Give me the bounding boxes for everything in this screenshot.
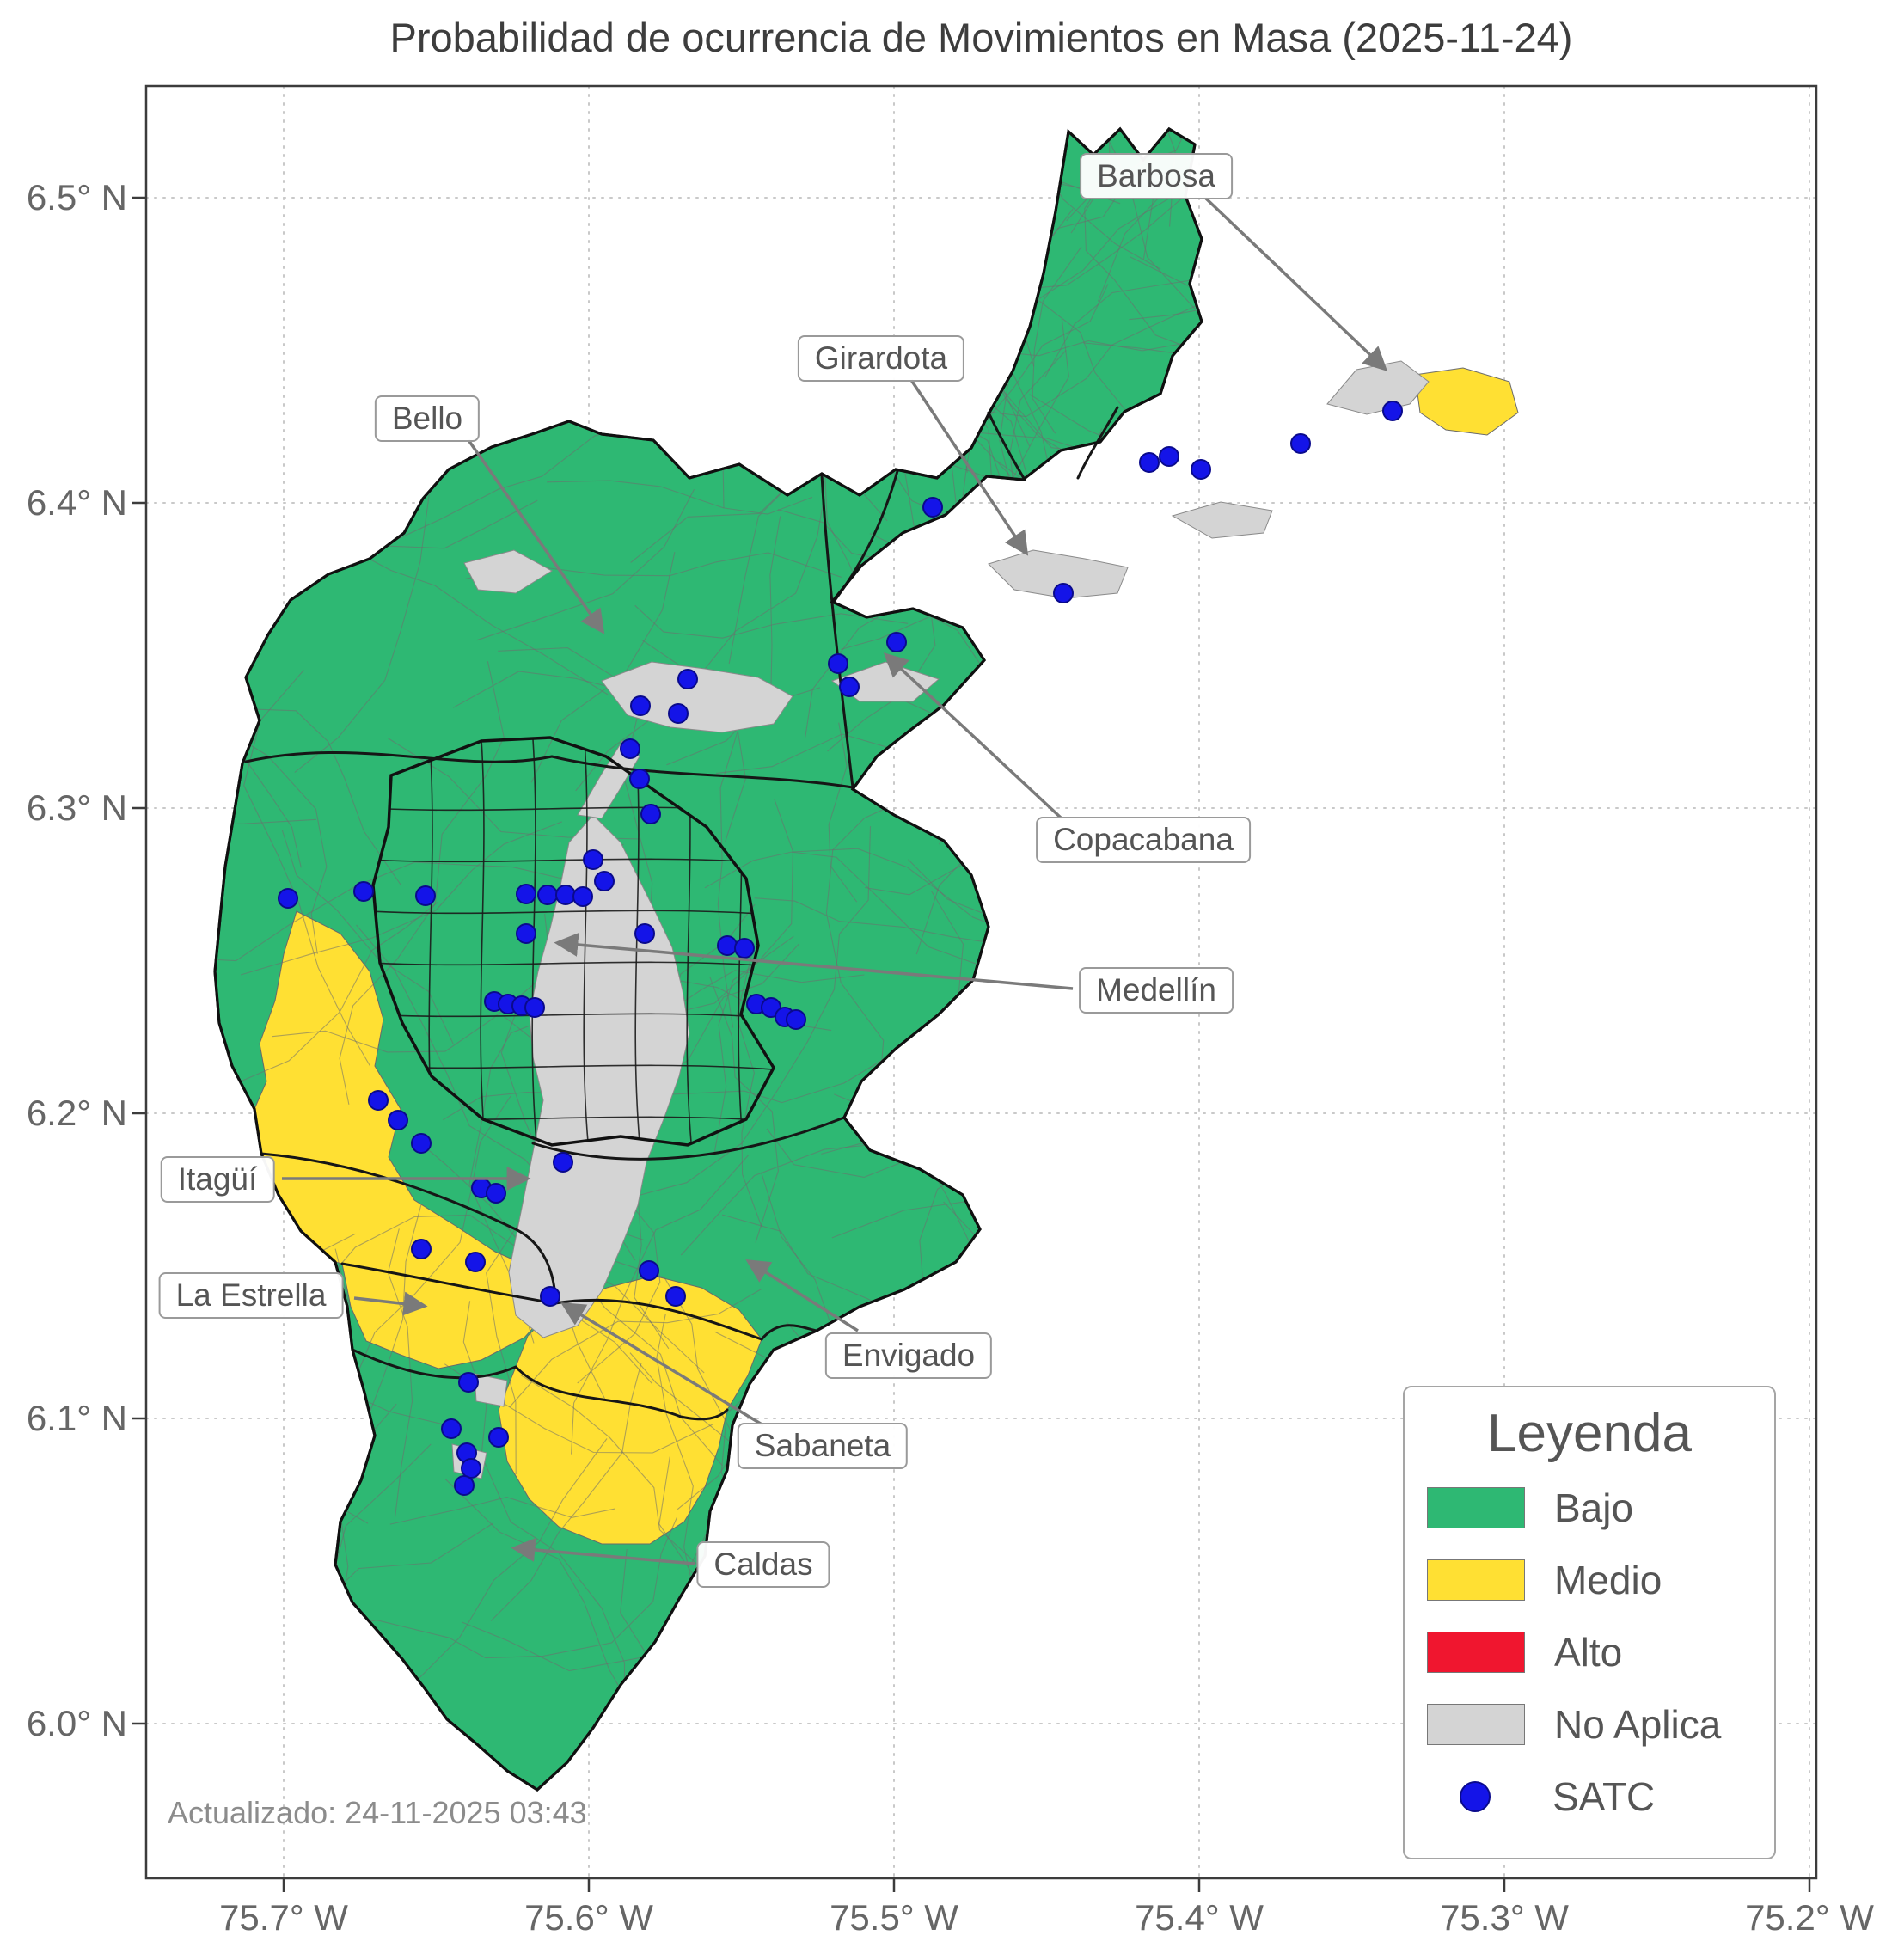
satc-point xyxy=(1053,583,1074,603)
satc-point xyxy=(1159,446,1179,467)
satc-point xyxy=(458,1372,479,1393)
satc-point xyxy=(1290,433,1311,454)
satc-point xyxy=(677,669,698,689)
updated-timestamp: Actualizado: 24-11-2025 03:43 xyxy=(168,1795,587,1830)
satc-point xyxy=(555,885,576,905)
legend-dot xyxy=(1460,1781,1491,1812)
satc-point xyxy=(717,935,738,956)
region-noaplica-link xyxy=(577,740,640,819)
region-noaplica-sabaneta xyxy=(474,1373,508,1407)
satc-point xyxy=(441,1418,462,1439)
legend-title: Leyenda xyxy=(1487,1404,1692,1463)
legend-dot-wrap xyxy=(1427,1781,1523,1812)
satc-point xyxy=(278,888,298,909)
satc-point xyxy=(411,1133,432,1154)
legend-item-satc: SATC xyxy=(1427,1773,1752,1820)
satc-point xyxy=(1139,452,1160,473)
legend-label: Bajo xyxy=(1554,1485,1634,1530)
satc-point xyxy=(388,1110,408,1130)
satc-point xyxy=(461,1458,481,1479)
satc-point xyxy=(828,653,848,674)
region-noaplica-bello-west xyxy=(463,549,553,594)
satc-point xyxy=(629,769,650,789)
legend-swatch xyxy=(1427,1487,1525,1528)
satc-point xyxy=(594,871,615,891)
satc-point xyxy=(634,923,655,944)
satc-point xyxy=(465,1252,486,1272)
satc-point xyxy=(524,997,545,1018)
satc-point xyxy=(639,1260,659,1281)
satc-point xyxy=(415,885,436,906)
legend-label: SATC xyxy=(1552,1774,1656,1819)
satc-point xyxy=(839,677,860,697)
satc-point xyxy=(734,938,755,959)
satc-point xyxy=(454,1475,475,1496)
satc-point xyxy=(640,804,661,824)
legend-item-bajo: Bajo xyxy=(1427,1485,1752,1531)
legend-label: Medio xyxy=(1554,1558,1662,1602)
satc-point xyxy=(368,1090,389,1111)
legend-label: No Aplica xyxy=(1554,1702,1722,1747)
satc-point xyxy=(665,1286,686,1307)
plot-frame xyxy=(144,84,1818,1880)
legend: Leyenda Bajo Medio Alto No Aplica SATC xyxy=(1403,1386,1776,1859)
satc-point xyxy=(516,884,536,904)
satc-point xyxy=(1191,459,1211,480)
satc-point xyxy=(553,1152,573,1173)
satc-point xyxy=(353,881,374,902)
region-noaplica-barbosa xyxy=(1326,360,1430,415)
legend-swatch xyxy=(1427,1704,1525,1745)
satc-point xyxy=(583,849,603,870)
legend-items: Bajo Medio Alto No Aplica SATC xyxy=(1427,1485,1752,1820)
legend-item-no-aplica: No Aplica xyxy=(1427,1701,1752,1748)
satc-point xyxy=(572,886,593,907)
satc-dots-layer xyxy=(278,401,1403,1496)
region-noaplica-girardota xyxy=(988,549,1129,599)
satc-point xyxy=(886,632,907,652)
satc-point xyxy=(486,1183,506,1204)
legend-item-alto: Alto xyxy=(1427,1629,1752,1675)
satc-point xyxy=(668,703,689,724)
satc-point xyxy=(540,1286,560,1307)
satc-point xyxy=(516,923,536,944)
legend-swatch xyxy=(1427,1559,1525,1601)
satc-point xyxy=(488,1427,509,1448)
annotation-arrows xyxy=(282,196,1388,1565)
legend-swatch xyxy=(1427,1632,1525,1673)
satc-point xyxy=(411,1239,432,1259)
region-noaplica-bello xyxy=(601,661,793,733)
satc-point xyxy=(620,738,640,759)
region-outline xyxy=(213,126,1203,1792)
map-title: Probabilidad de ocurrencia de Movimiento… xyxy=(389,15,1573,60)
satc-point xyxy=(1382,401,1403,421)
region-medio-barbosa xyxy=(1414,367,1519,436)
axis-ticks xyxy=(132,196,1811,1892)
satc-point xyxy=(786,1009,806,1030)
satc-point xyxy=(630,695,651,716)
region-noaplica-arm xyxy=(1171,501,1273,539)
legend-item-medio: Medio xyxy=(1427,1557,1752,1603)
region-fill-bajo xyxy=(213,126,1203,1792)
satc-point xyxy=(922,497,943,518)
satc-point xyxy=(537,885,558,905)
legend-label: Alto xyxy=(1554,1630,1623,1675)
